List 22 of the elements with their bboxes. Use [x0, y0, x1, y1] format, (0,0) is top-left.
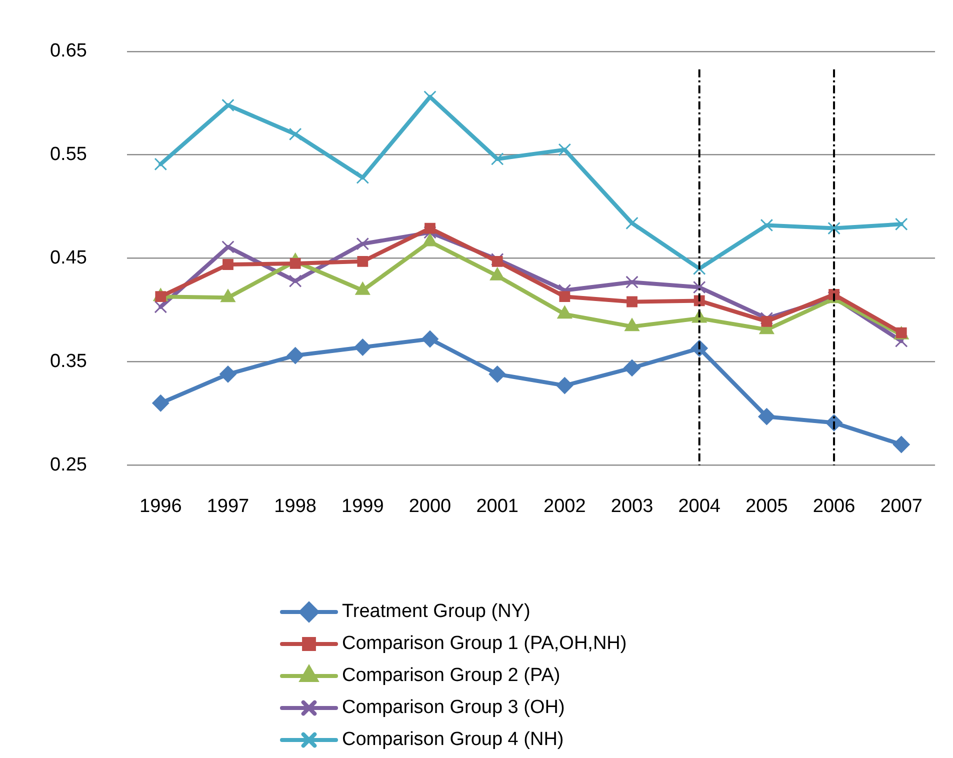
legend-label: Comparison Group 2 (PA)	[342, 665, 560, 686]
y-tick-label: 0.45	[50, 248, 87, 269]
x-tick-label: 2000	[408, 496, 452, 517]
x-tick-label: 2004	[678, 496, 721, 517]
x-tick-label: 2007	[880, 496, 923, 517]
y-tick-label: 0.35	[50, 350, 87, 372]
legend-label: Comparison Group 4 (NH)	[342, 729, 564, 750]
x-tick-label: 1999	[342, 496, 384, 517]
x-tick-label: 2002	[544, 496, 586, 517]
x-tick-label: 2006	[812, 496, 856, 517]
x-tick-label: 1998	[274, 496, 316, 517]
x-tick-label: 2001	[476, 496, 518, 517]
legend-label: Comparison Group 3 (OH)	[342, 697, 565, 718]
y-tick-label: 0.65	[50, 40, 87, 62]
x-tick-label: 1997	[206, 496, 250, 517]
x-tick-label: 2005	[746, 496, 788, 517]
y-tick-label: 0.25	[50, 454, 87, 476]
legend-label: Treatment Group (NY)	[342, 601, 530, 622]
x-tick-label: 2003	[610, 496, 654, 517]
x-tick-label: 1996	[140, 496, 182, 517]
legend-label: Comparison Group 1 (PA,OH,NH)	[342, 633, 627, 654]
y-tick-label: 0.55	[50, 144, 87, 166]
